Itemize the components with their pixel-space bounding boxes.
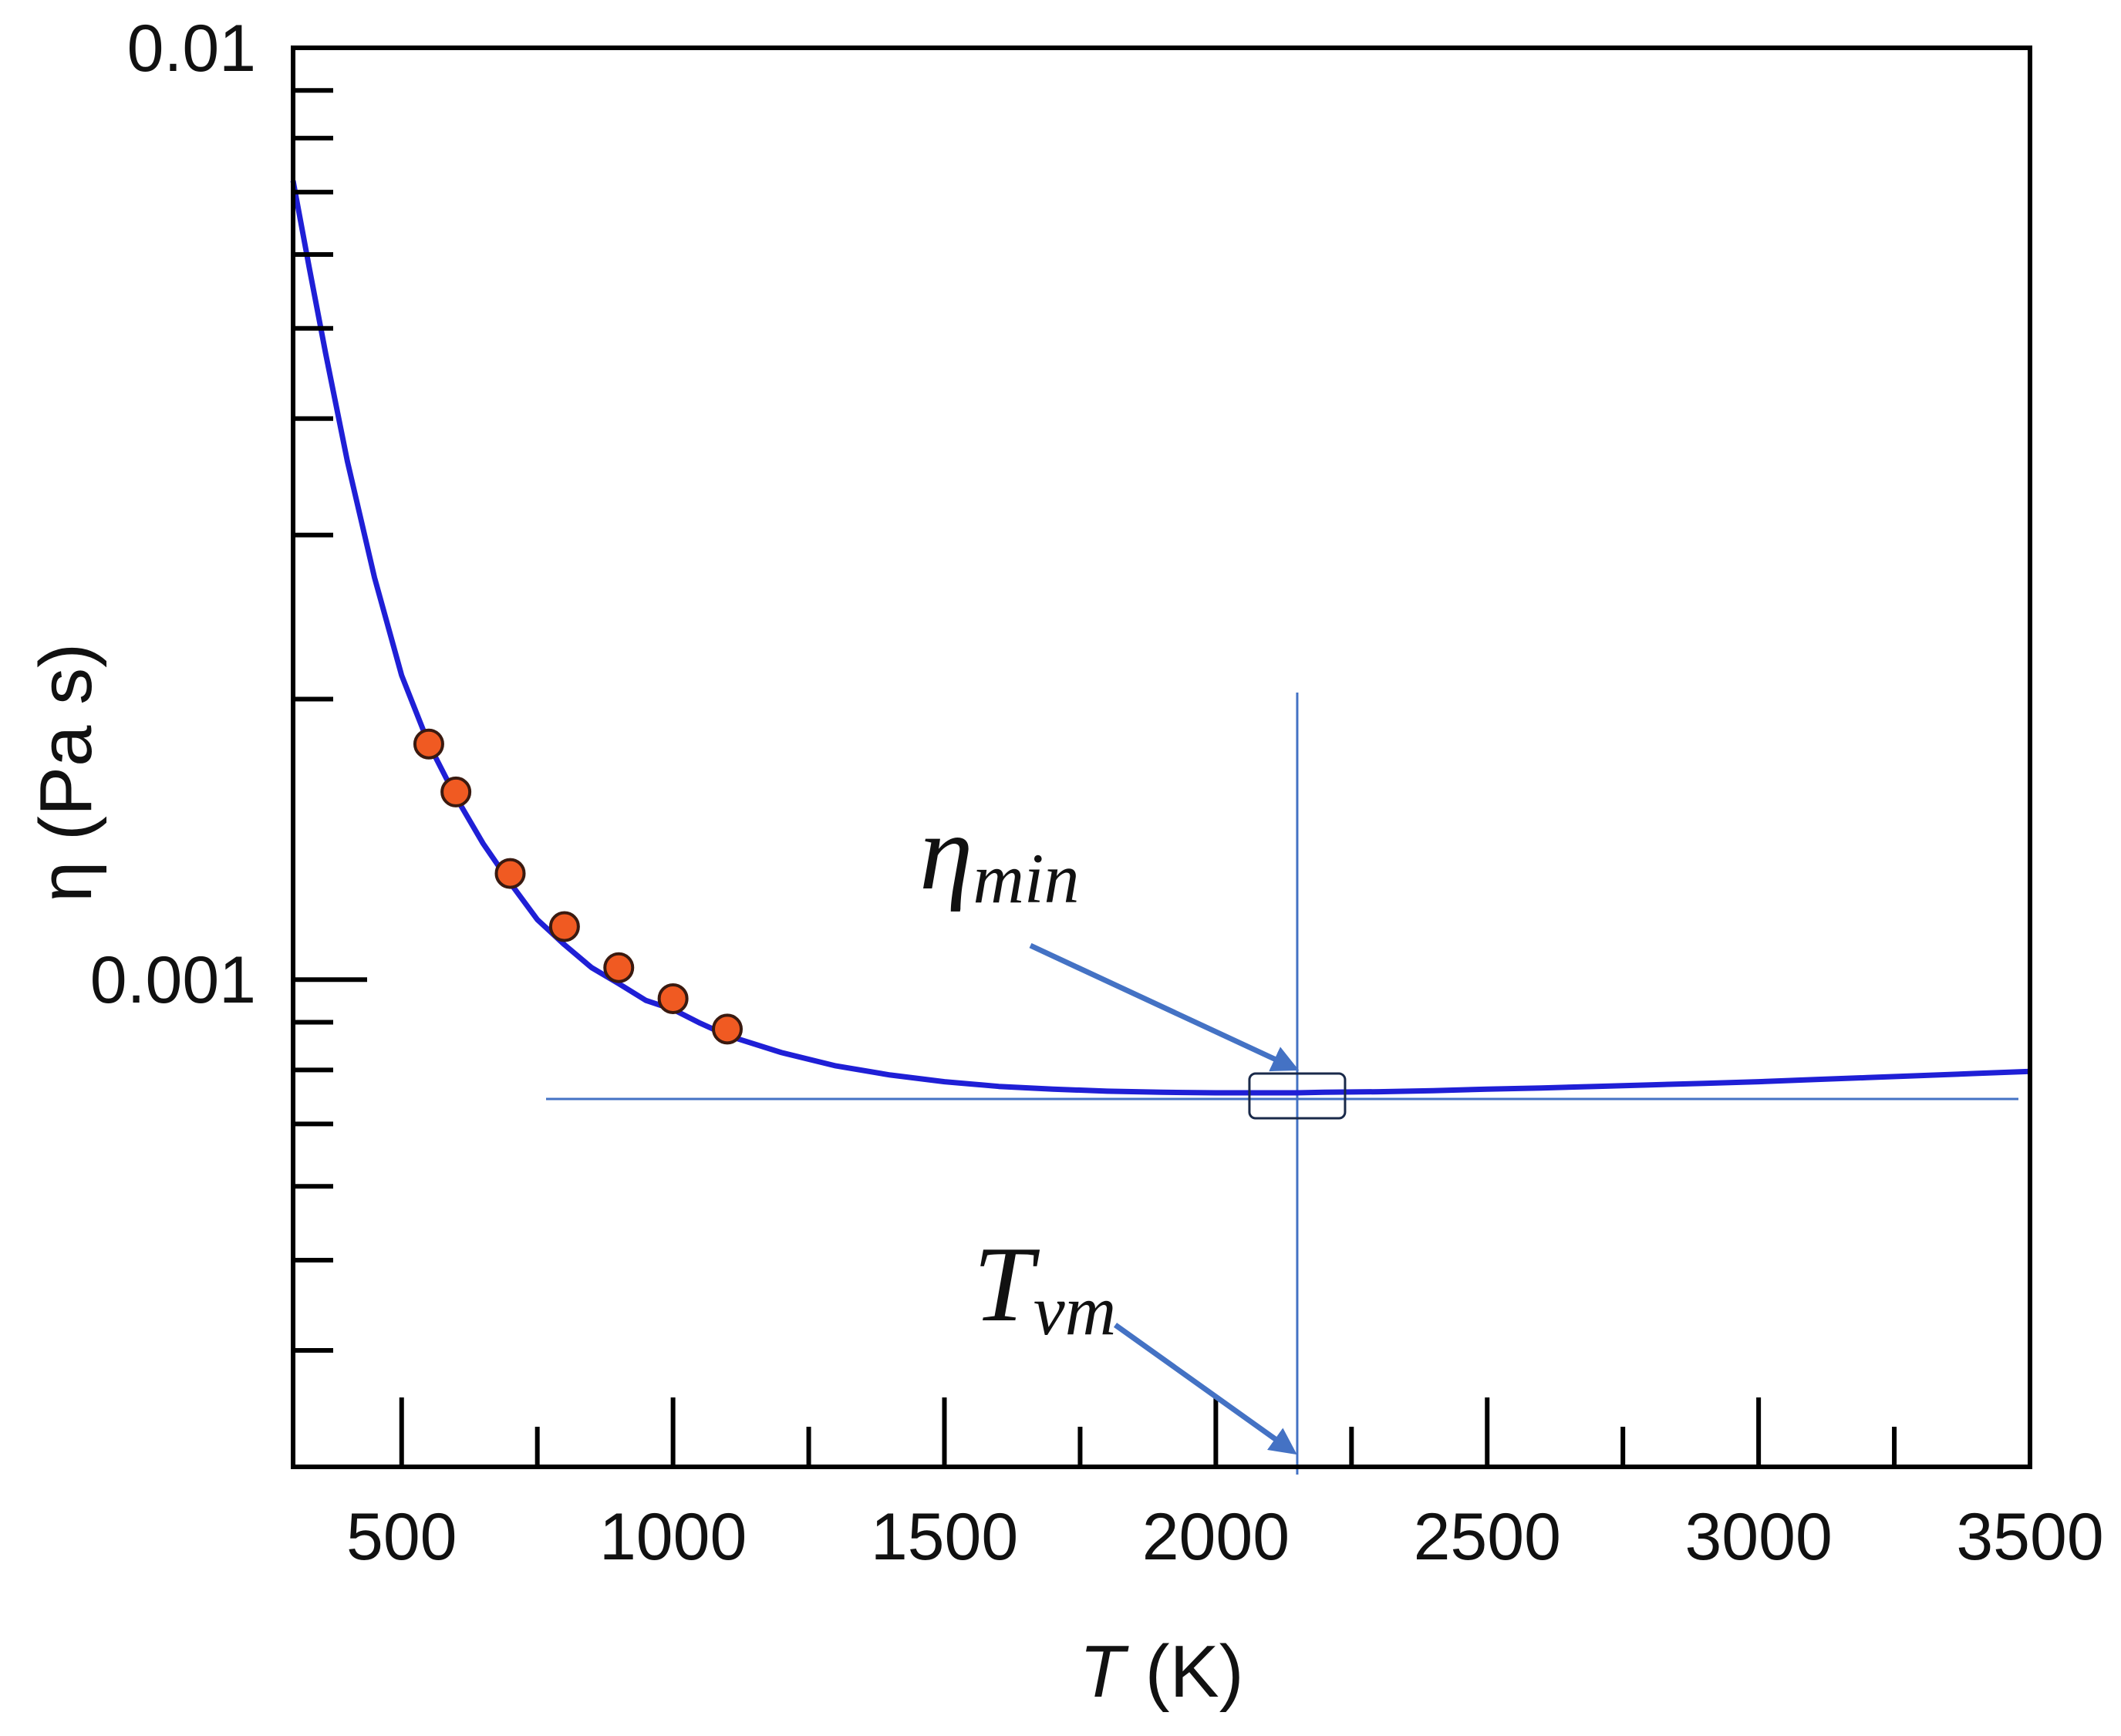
t-vm-arrow — [1113, 1323, 1297, 1455]
y-tick-label: 0.01 — [127, 12, 256, 86]
y-axis-title: η (Pa s) — [25, 643, 107, 902]
eta-min-label-subscript: min — [973, 839, 1079, 918]
data-point — [712, 1013, 743, 1045]
x-tick-label: 1500 — [871, 1500, 1018, 1574]
data-point — [440, 776, 472, 807]
x-tick-label: 2000 — [1142, 1500, 1290, 1574]
axis-tick-labels: 500 1000 1500 2000 2500 3000 3500 0.001 0.01 — [90, 12, 2104, 1574]
eta-min-label-symbol: η — [919, 793, 973, 912]
series-fit — [290, 180, 2031, 1096]
series-data-points — [413, 728, 743, 1045]
reference-lines — [546, 693, 2018, 1475]
t-vm-label: Tvm — [973, 1225, 1116, 1350]
data-point — [548, 911, 580, 942]
annotations: ηmin Tvm — [919, 793, 1347, 1455]
x-tick-label: 3000 — [1684, 1500, 1832, 1574]
data-point — [603, 952, 635, 983]
data-point — [657, 983, 689, 1014]
data-point — [413, 728, 444, 760]
eta-min-label: ηmin — [919, 793, 1079, 918]
x-tick-label: 3500 — [1956, 1500, 2103, 1574]
data-point — [494, 858, 526, 889]
y-tick-label: 0.001 — [90, 943, 256, 1017]
eta-min-arrow — [1029, 942, 1300, 1072]
plot-frame — [291, 46, 2032, 1469]
fit-line — [290, 180, 2031, 1096]
t-vm-label-symbol: T — [973, 1225, 1040, 1344]
x-axis-unit: (K) — [1125, 1630, 1244, 1713]
x-tick-label: 2500 — [1414, 1500, 1561, 1574]
axis-ticks — [293, 88, 1897, 1467]
x-tick-label: 1000 — [599, 1500, 747, 1574]
x-tick-label: 500 — [346, 1500, 457, 1574]
minimum-marker-box — [1248, 1072, 1347, 1120]
t-vm-label-subscript: vm — [1034, 1271, 1116, 1350]
x-axis-title: T (K) — [1079, 1630, 1243, 1713]
x-axis-variable: T — [1079, 1630, 1129, 1713]
